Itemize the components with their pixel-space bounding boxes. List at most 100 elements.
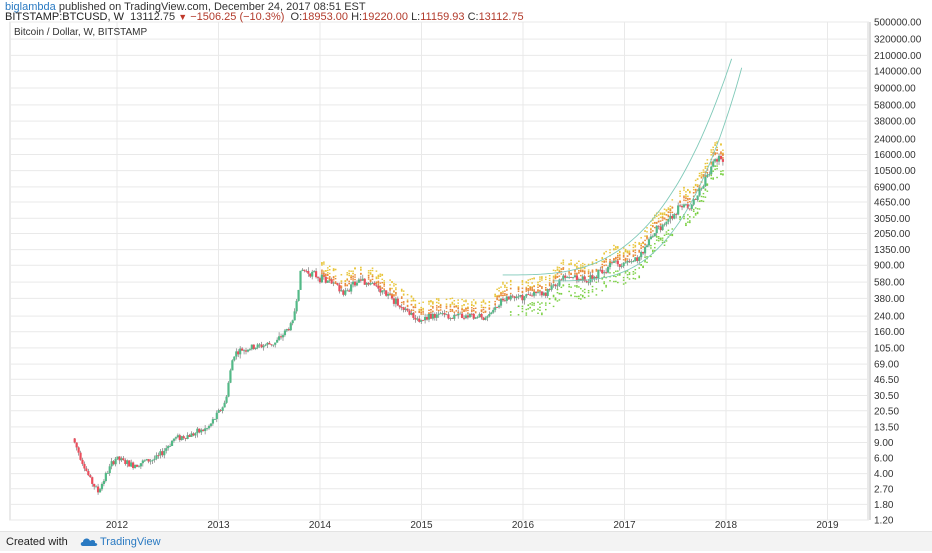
candle-body [717,155,721,162]
x-tick-label: 2016 [512,520,535,531]
candle-body [593,276,596,279]
prediction-dot [587,295,590,297]
prediction-dot [334,281,337,283]
prediction-dot [531,289,533,292]
candle-body [527,294,530,296]
x-tick-label: 2012 [106,520,129,531]
prediction-dot [634,241,637,244]
prediction-dot [661,213,664,216]
prediction-dot [694,184,697,187]
prediction-dot [472,299,475,301]
prediction-dot [679,200,681,203]
prediction-dot [667,207,670,209]
prediction-dot [687,214,689,216]
prediction-dot [704,196,707,198]
prediction-dot [653,214,656,217]
candle-body [155,455,158,459]
prediction-dot [615,280,617,283]
candle-body [350,284,353,292]
prediction-dot [420,306,422,309]
candle-body [118,456,121,461]
prediction-dot [583,267,586,270]
candle-body [237,351,240,355]
prediction-dot [617,246,619,248]
prediction-dot [321,264,323,266]
prediction-dot [445,303,448,305]
prediction-dot [457,302,459,304]
prediction-dot [615,248,617,251]
prediction-dot [595,262,598,264]
prediction-dot [595,288,598,290]
prediction-dot [328,268,331,271]
prediction-dot [638,243,641,245]
prediction-dot [583,263,586,266]
candle-body [610,262,614,264]
candle-body [715,159,719,162]
prediction-dot [533,290,535,292]
prediction-dot [638,250,641,253]
prediction-dot [420,311,422,314]
candle-body [643,247,647,254]
candle-body [433,314,436,318]
author-link[interactable]: biglambda [5,1,56,13]
prediction-dot [712,151,714,154]
prediction-dot [712,146,714,149]
candle-body [505,296,508,301]
prediction-dot [321,262,323,264]
prediction-dot [377,280,380,283]
symbol-name[interactable]: BITSTAMP:BTCUSD, W [5,11,124,23]
prediction-dot [334,282,337,285]
prediction-dot [615,246,617,248]
prediction-dot [624,258,627,261]
prediction-dot [626,270,629,272]
price-chart[interactable]: 500000.00 320000.00 210000.00 140000.00 9000… [0,0,932,531]
prediction-dot [521,291,524,294]
prediction-dot [467,306,469,308]
candle-body [523,296,526,301]
tradingview-cloud-icon[interactable] [80,535,98,553]
prediction-dot [488,307,491,309]
prediction-dot [702,171,705,173]
prediction-dot [480,301,483,303]
prediction-dot [437,298,440,300]
tradingview-brand-link[interactable]: TradingView [100,536,161,548]
prediction-dot [568,283,570,286]
prediction-dot [576,295,578,298]
prediction-dot [685,224,687,226]
candle-body [603,272,606,274]
prediction-dot [544,289,547,291]
prediction-dot [722,173,724,175]
prediction-dot [461,311,463,313]
candle-body [694,199,697,200]
prediction-dot [646,236,648,239]
candle-body [480,313,483,318]
prediction-dot [692,208,695,211]
candle-body [168,445,172,447]
candle-body [501,298,505,301]
prediction-dot [706,171,709,174]
candle-body [128,460,131,467]
candle-body [595,276,598,279]
prediction-dot [692,216,695,218]
candle-body [560,279,563,281]
prediction-dot [694,191,697,193]
prediction-dot [496,288,498,291]
candle-body [295,300,298,312]
candle-body [309,273,312,277]
prediction-dot [367,278,370,280]
prediction-dot [626,274,629,276]
prediction-dot [665,214,668,216]
prediction-dot [428,300,430,303]
prediction-dot [617,258,619,261]
prediction-dot [587,289,590,292]
candle-body [332,282,335,284]
y-tick-label: 900.00 [874,261,905,272]
prediction-dot [541,277,543,279]
prediction-dot [568,286,570,288]
prediction-dot [377,281,380,284]
candle-body [246,349,250,352]
prediction-dot [595,294,598,296]
candle-body [396,298,399,306]
prediction-dot [617,256,619,259]
prediction-dot [539,303,541,305]
